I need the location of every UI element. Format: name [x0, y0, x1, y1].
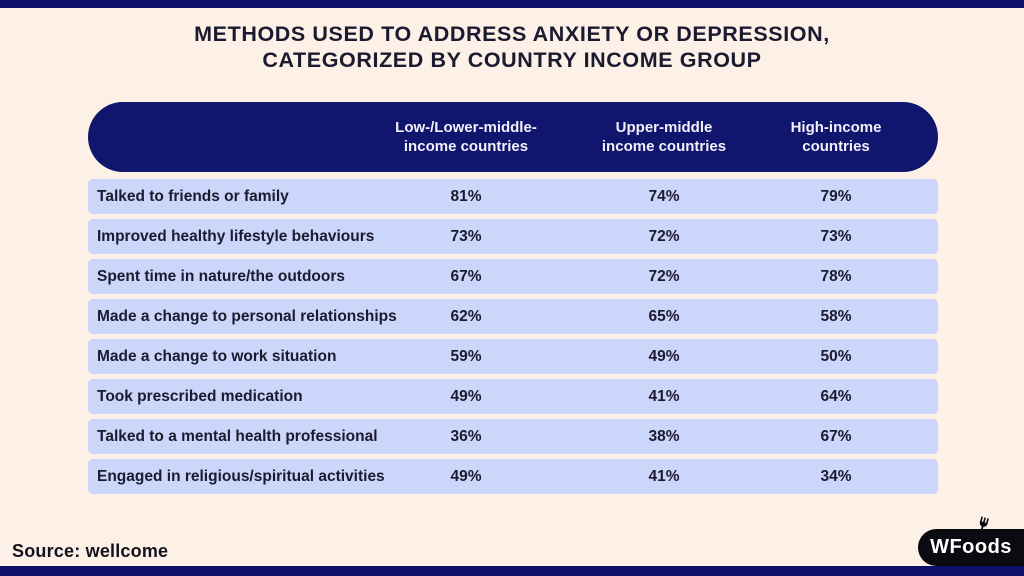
page-title: METHODS USED TO ADDRESS ANXIETY OR DEPRE…: [0, 21, 1024, 73]
row-value-high: 34%: [820, 467, 852, 485]
page-title-line2: CATEGORIZED BY COUNTRY INCOME GROUP: [262, 48, 762, 72]
row-value-low: 49%: [450, 387, 482, 405]
header-cell-upper-middle: Upper-middle income countries: [601, 119, 727, 155]
table-body: Talked to friends or family 81% 74% 79% …: [88, 179, 938, 494]
table-row: Spent time in nature/the outdoors 67% 72…: [88, 259, 938, 294]
row-value-high: 50%: [820, 347, 852, 365]
row-value-high: 73%: [820, 227, 852, 245]
row-value-low: 36%: [450, 427, 482, 445]
row-value-high: 58%: [820, 307, 852, 325]
table-header: Low-/Lower-middle- income countries Uppe…: [88, 102, 938, 172]
row-value-high: 78%: [820, 267, 852, 285]
row-value-upper: 74%: [648, 187, 680, 205]
fork-icon: [979, 516, 989, 537]
row-value-low: 62%: [450, 307, 482, 325]
row-label: Talked to friends or family: [97, 187, 289, 205]
row-value-low: 73%: [450, 227, 482, 245]
table-row: Improved healthy lifestyle behaviours 73…: [88, 219, 938, 254]
table-row: Talked to a mental health professional 3…: [88, 419, 938, 454]
table-row: Talked to friends or family 81% 74% 79%: [88, 179, 938, 214]
row-value-low: 49%: [450, 467, 482, 485]
header-cell-high-income: High-income countries: [790, 119, 882, 155]
row-label: Talked to a mental health professional: [97, 427, 378, 445]
row-value-upper: 72%: [648, 267, 680, 285]
row-value-upper: 38%: [648, 427, 680, 445]
row-value-high: 79%: [820, 187, 852, 205]
row-value-upper: 49%: [648, 347, 680, 365]
row-label: Made a change to work situation: [97, 347, 337, 365]
source-attribution: Source: wellcome: [12, 541, 169, 561]
row-label: Made a change to personal relationships: [97, 307, 397, 325]
table-row: Took prescribed medication 49% 41% 64%: [88, 379, 938, 414]
page-title-line1: METHODS USED TO ADDRESS ANXIETY OR DEPRE…: [194, 22, 830, 46]
data-table: Low-/Lower-middle- income countries Uppe…: [88, 102, 938, 494]
table-row: Made a change to personal relationships …: [88, 299, 938, 334]
row-value-upper: 41%: [648, 387, 680, 405]
row-label: Took prescribed medication: [97, 387, 303, 405]
row-value-low: 59%: [450, 347, 482, 365]
bottom-accent-bar: [0, 566, 1024, 576]
row-label: Spent time in nature/the outdoors: [97, 267, 346, 285]
row-label: Engaged in religious/spiritual activitie…: [97, 467, 385, 485]
row-value-upper: 41%: [648, 467, 680, 485]
row-value-low: 81%: [450, 187, 482, 205]
brand-logo-text: WFoods: [930, 536, 1012, 558]
top-accent-bar: [0, 0, 1024, 8]
brand-badge: WFoods: [918, 516, 1024, 566]
row-value-upper: 72%: [648, 227, 680, 245]
row-value-high: 64%: [820, 387, 852, 405]
table-row: Made a change to work situation 59% 49% …: [88, 339, 938, 374]
row-label: Improved healthy lifestyle behaviours: [97, 227, 375, 245]
row-value-high: 67%: [820, 427, 852, 445]
table-row: Engaged in religious/spiritual activitie…: [88, 459, 938, 494]
row-value-upper: 65%: [648, 307, 680, 325]
row-value-low: 67%: [450, 267, 482, 285]
header-cell-low-lower-middle: Low-/Lower-middle- income countries: [395, 119, 537, 155]
